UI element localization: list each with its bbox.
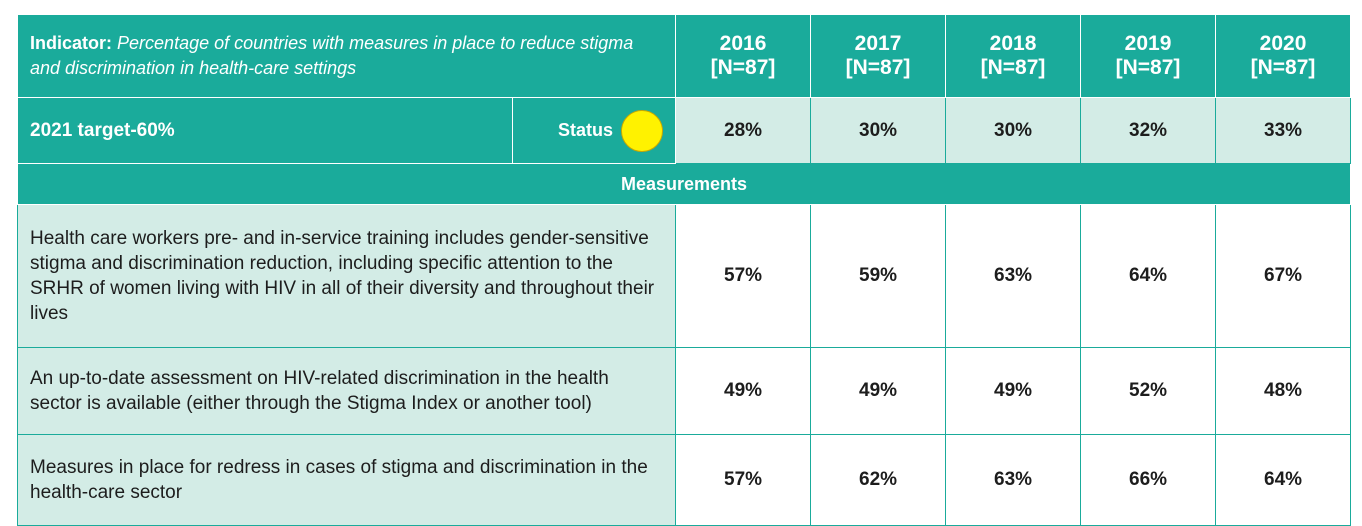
status: Status bbox=[525, 109, 664, 152]
target-row: 2021 target-60% Status 28% 30% 30% 32% 33% bbox=[17, 97, 1352, 164]
year: 2020 bbox=[1259, 32, 1307, 55]
sample-size: [N=87] bbox=[710, 56, 776, 79]
measure-value: 59% bbox=[810, 204, 947, 348]
measure-value: 66% bbox=[1080, 434, 1217, 526]
year: 2017 bbox=[854, 32, 902, 55]
status-label: Status bbox=[558, 120, 614, 140]
measure-label: An up-to-date assessment on HIV-related … bbox=[16, 347, 677, 435]
target-value: 30% bbox=[810, 97, 947, 164]
year-cell: 2017 [N=87] bbox=[810, 14, 947, 98]
indicator-cell: Indicator: Percentage of countries with … bbox=[16, 14, 677, 98]
target-value: 28% bbox=[675, 97, 812, 164]
year: 2018 bbox=[989, 32, 1037, 55]
indicator-label: Indicator: bbox=[30, 33, 113, 53]
indicator-table: Indicator: Percentage of countries with … bbox=[16, 14, 1352, 526]
measure-value: 57% bbox=[675, 434, 812, 526]
status-indicator bbox=[621, 109, 664, 152]
measure-value: 63% bbox=[945, 204, 1082, 348]
target-cell: 2021 target-60% bbox=[17, 97, 513, 164]
measure-label: Health care workers pre- and in-service … bbox=[16, 204, 677, 348]
year-cell: 2019 [N=87] bbox=[1080, 14, 1217, 98]
year-cell: 2016 [N=87] bbox=[675, 14, 812, 98]
measure-label: Measures in place for redress in cases o… bbox=[16, 434, 677, 526]
indicator-text: Percentage of countries with measures in… bbox=[30, 33, 634, 78]
target-value: 30% bbox=[945, 97, 1082, 164]
measure-row: Measures in place for redress in cases o… bbox=[16, 434, 1352, 526]
section-row: Measurements bbox=[16, 163, 1352, 205]
header-row: Indicator: Percentage of countries with … bbox=[16, 14, 1352, 98]
sample-size: [N=87] bbox=[1250, 56, 1316, 79]
sample-size: [N=87] bbox=[845, 56, 911, 79]
table-body: Indicator: Percentage of countries with … bbox=[16, 14, 1352, 526]
sample-size: [N=87] bbox=[1115, 56, 1181, 79]
target-value: 33% bbox=[1215, 97, 1352, 164]
section-title: Measurements bbox=[16, 163, 1352, 205]
measure-row: Health care workers pre- and in-service … bbox=[16, 204, 1352, 348]
status-cell: Status bbox=[511, 97, 677, 164]
measure-value: 57% bbox=[675, 204, 812, 348]
measure-value: 49% bbox=[675, 347, 812, 435]
measure-value: 49% bbox=[945, 347, 1082, 435]
year-cell: 2018 [N=87] bbox=[945, 14, 1082, 98]
measure-value: 64% bbox=[1215, 434, 1352, 526]
year: 2016 bbox=[719, 32, 767, 55]
sample-size: [N=87] bbox=[980, 56, 1046, 79]
measure-value: 62% bbox=[810, 434, 947, 526]
measure-value: 52% bbox=[1080, 347, 1217, 435]
measure-value: 64% bbox=[1080, 204, 1217, 348]
year-cell: 2020 [N=87] bbox=[1215, 14, 1352, 98]
target-value: 32% bbox=[1080, 97, 1217, 164]
measure-row: An up-to-date assessment on HIV-related … bbox=[16, 347, 1352, 435]
measure-value: 48% bbox=[1215, 347, 1352, 435]
measure-value: 49% bbox=[810, 347, 947, 435]
year: 2019 bbox=[1124, 32, 1172, 55]
measure-value: 67% bbox=[1215, 204, 1352, 348]
measure-value: 63% bbox=[945, 434, 1082, 526]
